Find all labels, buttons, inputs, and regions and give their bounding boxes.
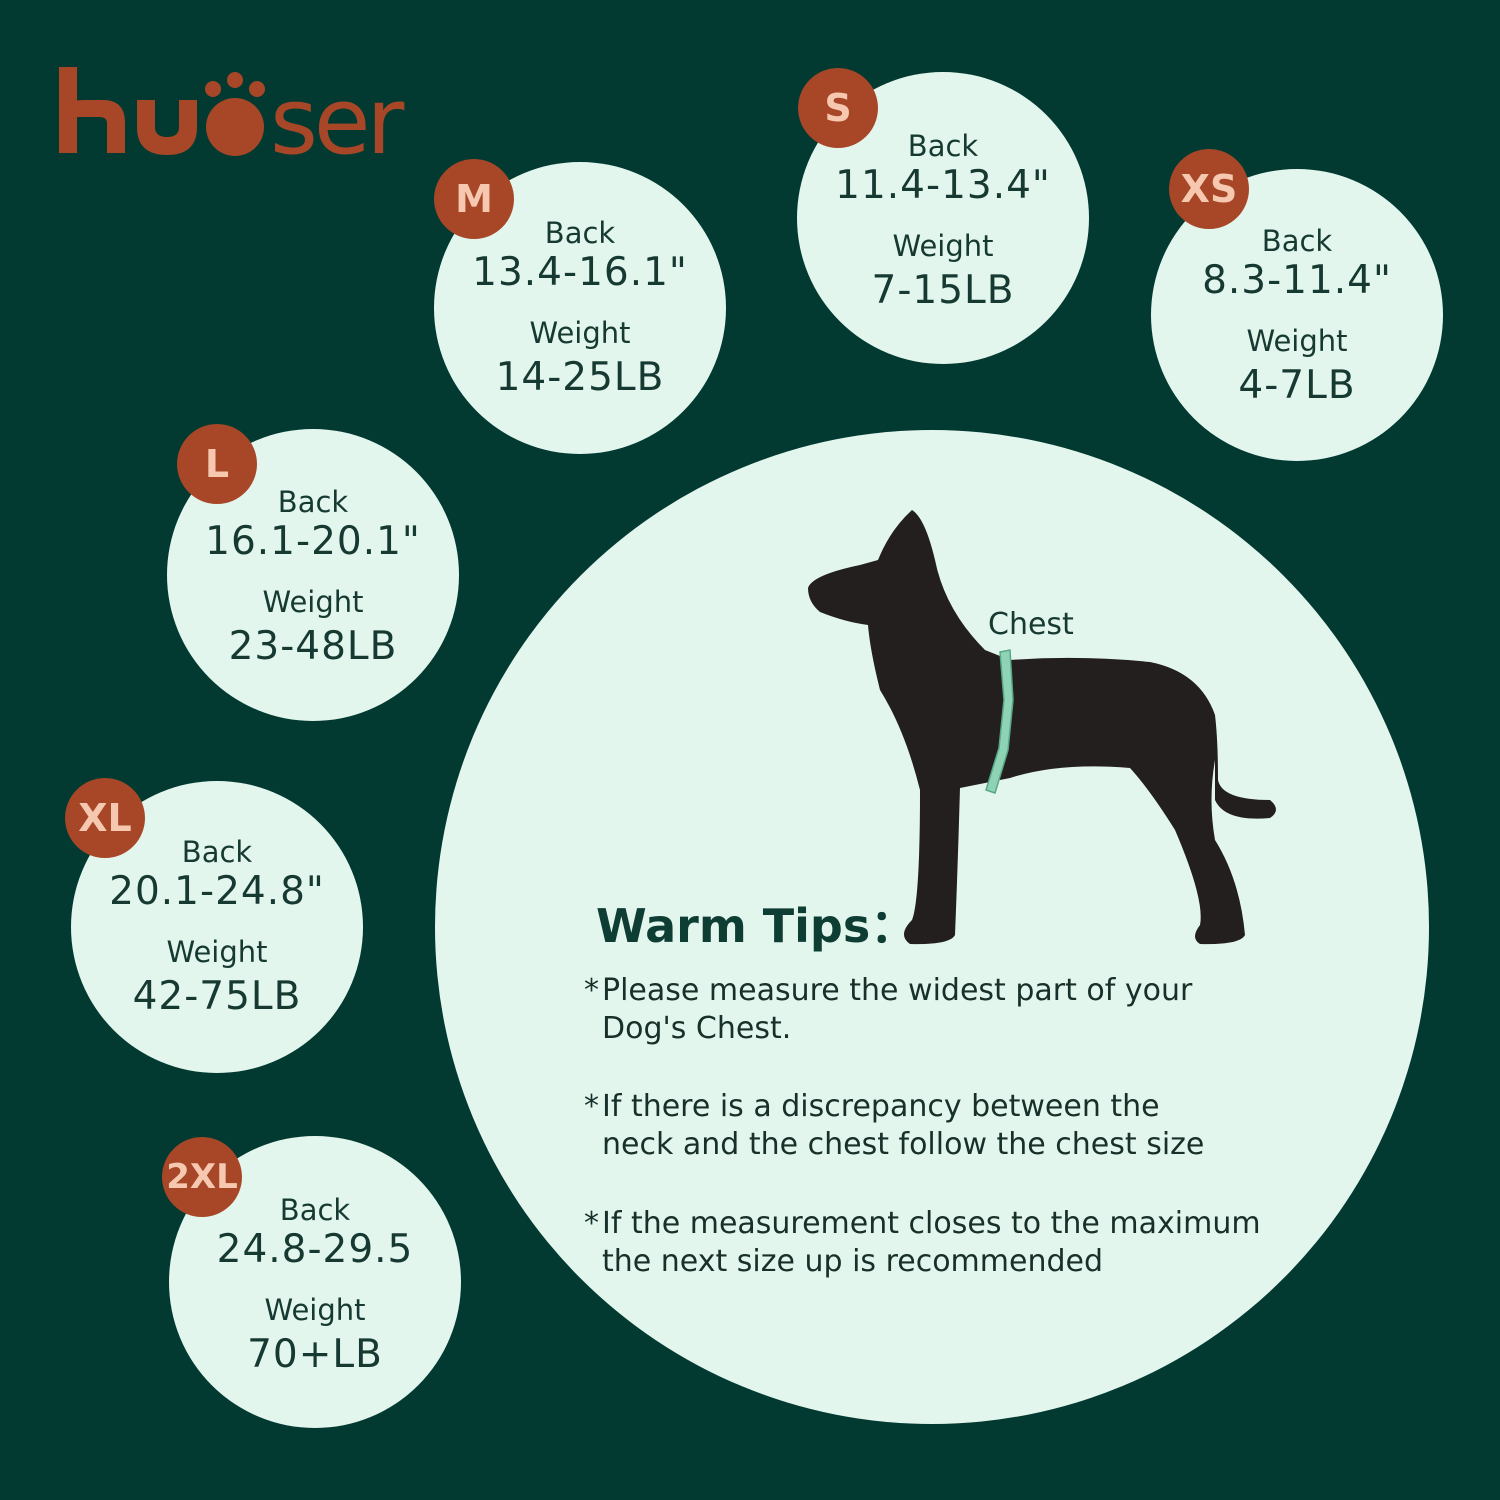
weight-label: Weight [262, 585, 364, 619]
back-label: Back [1261, 224, 1333, 258]
back-label: Back [907, 129, 979, 163]
back-label: Back [181, 835, 253, 869]
back-label: Back [279, 1193, 351, 1227]
size-badge-s: S [798, 68, 878, 148]
back-value: 11.4-13.4" [835, 163, 1051, 208]
size-badge-l: L [177, 424, 257, 504]
size-card-s: Back 11.4-13.4" Weight 7-15LB [797, 72, 1089, 364]
warm-tips-title: Warm Tips： [596, 899, 917, 953]
kuoser-logo: ser [59, 67, 409, 165]
weight-label: Weight [166, 935, 268, 969]
size-badge-m: M [434, 159, 514, 239]
tip-item: * If there is a discrepancy between the ne… [584, 1089, 1205, 1162]
weight-value: 42-75LB [132, 974, 302, 1019]
size-badge-xs: XS [1169, 149, 1249, 229]
back-value: 20.1-24.8" [109, 869, 325, 914]
svg-text:ser: ser [270, 68, 405, 165]
weight-label: Weight [264, 1293, 366, 1327]
tip-item: * Please measure the widest part of your D… [584, 973, 1193, 1046]
weight-value: 70+LB [247, 1332, 383, 1377]
back-value: 8.3-11.4" [1202, 258, 1392, 303]
back-value: 16.1-20.1" [205, 519, 421, 564]
back-label: Back [544, 216, 616, 250]
weight-label: Weight [1246, 324, 1348, 358]
tip-item: * If the measurement closes to the maximu… [584, 1206, 1261, 1279]
weight-label: Weight [529, 316, 631, 350]
weight-value: 4-7LB [1238, 363, 1356, 408]
weight-value: 14-25LB [495, 355, 665, 400]
size-badge-2xl: 2XL [162, 1137, 242, 1217]
chest-label: Chest [988, 607, 1074, 642]
size-badge-xl: XL [65, 778, 145, 858]
back-value: 24.8-29.5 [216, 1227, 414, 1272]
weight-label: Weight [892, 229, 994, 263]
size-card-xl: Back 20.1-24.8" Weight 42-75LB [71, 781, 363, 1073]
back-label: Back [277, 485, 349, 519]
back-value: 13.4-16.1" [472, 250, 688, 295]
weight-value: 23-48LB [228, 624, 398, 669]
size-card-m: Back 13.4-16.1" Weight 14-25LB [434, 162, 726, 454]
weight-value: 7-15LB [871, 268, 1015, 313]
